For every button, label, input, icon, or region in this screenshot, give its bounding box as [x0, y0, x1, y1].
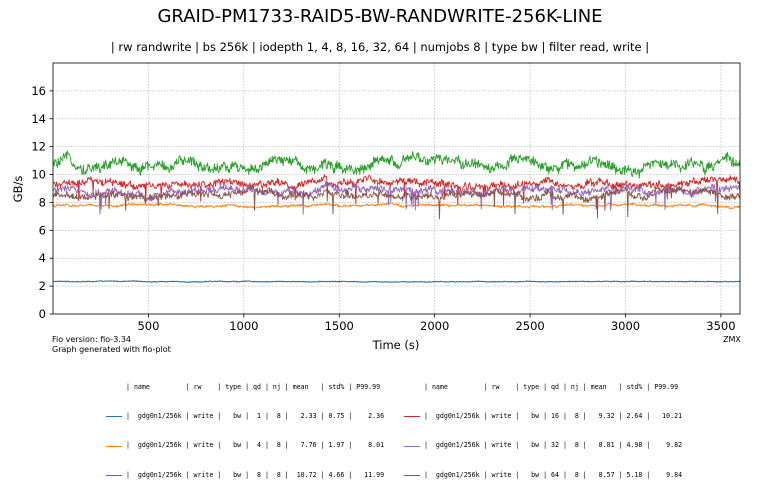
x-tick-label: 1500	[325, 319, 354, 333]
series-lines	[52, 150, 741, 283]
legend-item-text: | gdg0n1/256k | write | bw | 4 | 8 | 7.7…	[126, 441, 385, 450]
legend-item-text: | gdg0n1/256k | write | bw | 8 | 8 | 10.…	[126, 470, 385, 479]
series-line-qd-8	[52, 150, 741, 179]
y-tick-label: 14	[31, 112, 46, 126]
legend-item: | gdg0n1/256k | write | bw | 32 | 8 | 8.…	[404, 441, 682, 451]
legend-right: | name | rw | type | qd | nj | mean | st…	[404, 363, 682, 490]
fio-plot-credit: Graph generated with fio-plot	[52, 345, 171, 354]
x-tick-label: 2500	[515, 319, 544, 333]
y-tick-label: 6	[39, 223, 46, 237]
corner-tag: ZMX	[723, 335, 741, 344]
legend-swatch	[404, 416, 420, 418]
legend-item: | gdg0n1/256k | write | bw | 1 | 8 | 2.3…	[106, 412, 384, 422]
legend-item-text: | gdg0n1/256k | write | bw | 1 | 8 | 2.3…	[126, 411, 385, 420]
axis-ticks: 500 1000 1500 2000 2500 3000 3500 0 2 4 6 8 10 12 14 16	[31, 84, 735, 333]
x-tick-label: 2000	[420, 319, 449, 333]
y-tick-label: 12	[31, 140, 46, 154]
y-tick-label: 4	[39, 251, 46, 265]
y-tick-label: 0	[39, 307, 46, 321]
legend-item: | gdg0n1/256k | write | bw | 64 | 8 | 8.…	[404, 471, 682, 481]
series-line-qd-16	[52, 174, 741, 206]
y-tick-label: 10	[31, 168, 46, 182]
series-line-qd-32	[52, 181, 741, 215]
chart-title: GRAID-PM1733-RAID5-BW-RANDWRITE-256K-LIN…	[157, 6, 603, 27]
legend-item-text: | gdg0n1/256k | write | bw | 16 | 8 | 9.…	[424, 411, 683, 420]
x-axis-label: Time (s)	[372, 338, 420, 352]
legend-header: | name | rw | type | qd | nj | mean | st…	[404, 383, 678, 393]
legend-item-text: | gdg0n1/256k | write | bw | 32 | 8 | 8.…	[424, 441, 683, 450]
legend-item: | gdg0n1/256k | write | bw | 4 | 8 | 7.7…	[106, 441, 384, 451]
legend-item-text: | gdg0n1/256k | write | bw | 64 | 8 | 8.…	[424, 470, 683, 479]
legend-swatch	[404, 475, 420, 477]
plot-frame	[52, 62, 741, 315]
legend-header-text: | name | rw | type | qd | nj | mean | st…	[424, 382, 679, 391]
legend-swatch	[106, 445, 122, 447]
legend-header: | name | rw | type | qd | nj | mean | st…	[106, 383, 380, 393]
y-tick-label: 2	[39, 279, 46, 293]
chart-subtitle: | rw randwrite | bs 256k | iodepth 1, 4,…	[110, 40, 650, 54]
series-line-qd-64	[52, 184, 741, 220]
series-line-qd-1	[52, 279, 741, 283]
y-tick-label: 16	[31, 84, 46, 98]
series-line-qd-4	[52, 201, 741, 210]
x-tick-label: 500	[137, 319, 159, 333]
fio-version-note: Fio version: fio-3.34	[52, 335, 131, 344]
x-tick-label: 1000	[229, 319, 258, 333]
y-axis-label: GB/s	[11, 176, 25, 203]
x-tick-label: 3000	[611, 319, 640, 333]
line-chart: 500 1000 1500 2000 2500 3000 3500 0 2 4 6 8 10 12 14 16…	[11, 62, 741, 352]
legend-header-text: | name | rw | type | qd | nj | mean | st…	[126, 382, 381, 391]
legend-swatch	[404, 445, 420, 447]
legend-item: | gdg0n1/256k | write | bw | 16 | 8 | 9.…	[404, 412, 682, 422]
y-tick-label: 8	[39, 195, 46, 209]
legend-swatch	[106, 416, 122, 418]
legend-item: | gdg0n1/256k | write | bw | 8 | 8 | 10.…	[106, 471, 384, 481]
x-tick-label: 3500	[706, 319, 735, 333]
legend-swatch	[106, 475, 122, 477]
legend-left: | name | rw | type | qd | nj | mean | st…	[106, 363, 384, 490]
grid-lines	[53, 63, 740, 314]
